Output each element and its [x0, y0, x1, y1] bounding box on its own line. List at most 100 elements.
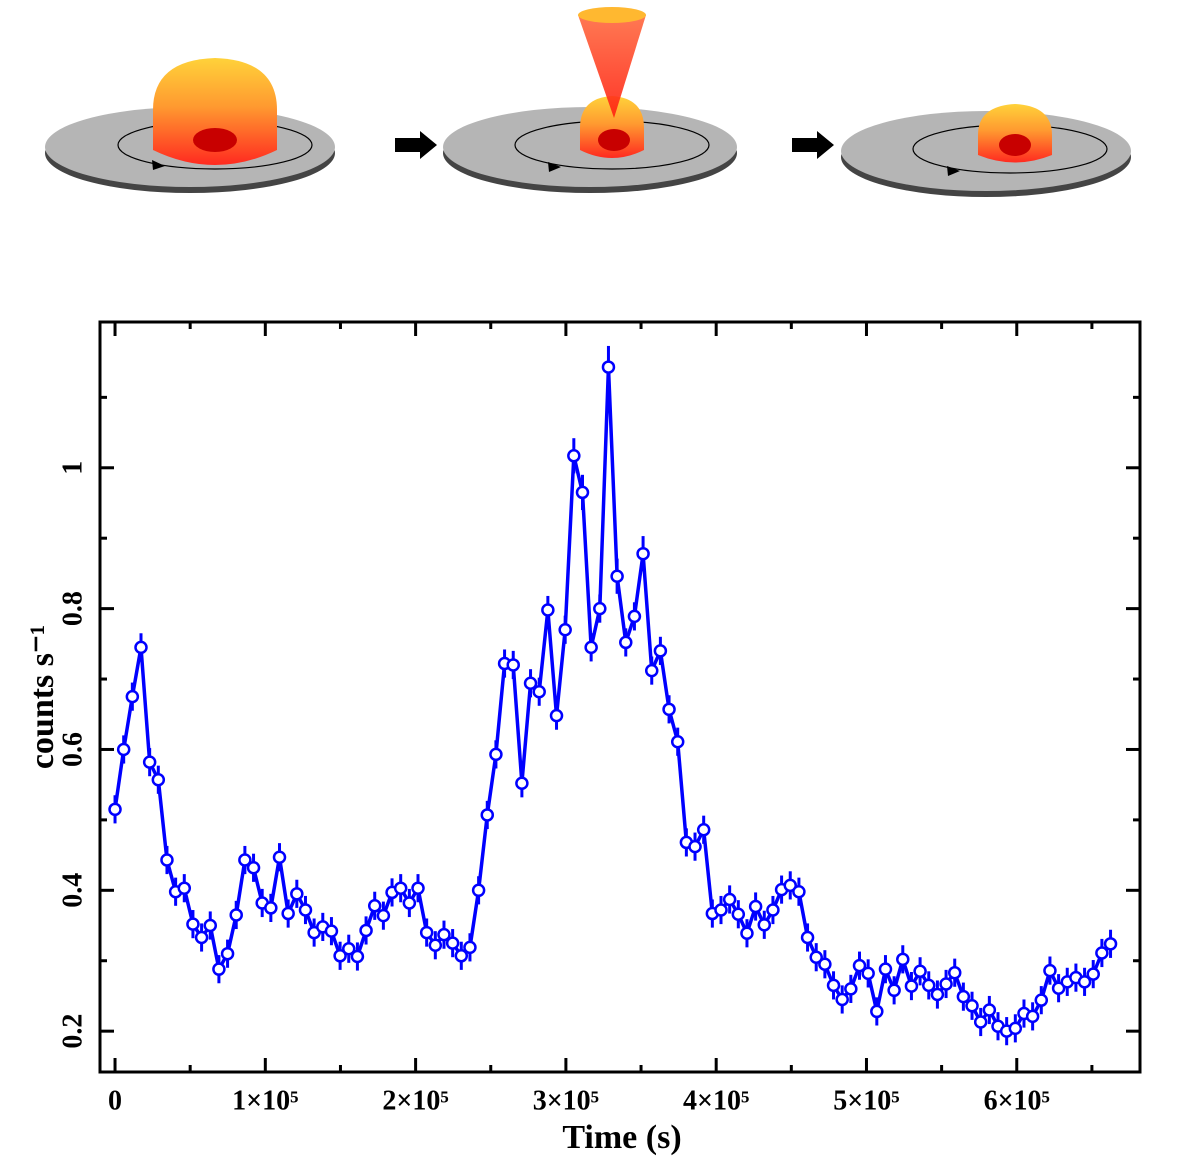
data-point	[238, 853, 252, 867]
data-point	[151, 772, 166, 787]
data-point	[463, 940, 477, 955]
x-tick-label: 1×10⁵	[232, 1085, 298, 1116]
data-point	[818, 957, 832, 972]
data-point	[350, 949, 365, 964]
data-point	[194, 930, 209, 945]
data-point	[636, 546, 650, 561]
y-tick-label: 0.2	[57, 1014, 88, 1049]
y-tick-label: 0.6	[57, 732, 88, 767]
data-point	[670, 734, 685, 749]
data-point	[359, 923, 373, 938]
data-point	[748, 899, 763, 914]
x-tick-label: 2×10⁵	[382, 1085, 448, 1116]
corona	[978, 104, 1052, 163]
data-point	[515, 776, 529, 791]
data-point	[601, 360, 616, 374]
data-point	[714, 903, 728, 917]
data-point	[480, 808, 495, 822]
data-point	[411, 881, 425, 895]
data-point	[653, 644, 668, 658]
data-point	[835, 992, 849, 1007]
data-point	[870, 1004, 884, 1019]
core	[193, 128, 237, 152]
orbit-arrow	[548, 162, 561, 172]
data-point	[887, 983, 901, 998]
y-tick-label: 0.8	[57, 591, 88, 626]
data-point	[186, 917, 200, 931]
corona	[153, 58, 277, 165]
data-point	[298, 903, 313, 917]
data-point	[272, 850, 287, 864]
data-point	[324, 924, 339, 938]
data-point	[419, 925, 434, 940]
y-tick-label: 0.4	[57, 873, 88, 908]
data-point	[584, 640, 598, 655]
data-point	[593, 601, 607, 616]
data-point	[913, 964, 927, 979]
data-point	[134, 640, 148, 655]
data-point	[454, 949, 469, 963]
data-point	[1043, 963, 1057, 978]
data-point	[757, 918, 772, 932]
data-point	[904, 979, 919, 993]
data-point	[125, 689, 140, 704]
jet	[578, 15, 646, 118]
data-point	[333, 949, 347, 963]
data-point	[792, 884, 806, 899]
data-point	[246, 861, 261, 875]
data-point	[1103, 937, 1118, 951]
data-point	[696, 822, 711, 837]
data-point	[506, 658, 520, 672]
data-point	[800, 930, 815, 945]
data-point	[290, 887, 304, 901]
data-point	[1086, 967, 1100, 981]
data-point	[644, 663, 659, 678]
y-tick-label: 1	[57, 461, 88, 475]
data-point	[619, 635, 633, 650]
data-point	[826, 978, 841, 993]
data-point	[627, 609, 642, 624]
x-tick-label: 0	[108, 1085, 122, 1116]
data-point	[610, 569, 624, 583]
data-point	[947, 965, 962, 980]
y-axis-label: counts s⁻¹	[24, 625, 61, 769]
data-point	[740, 926, 754, 941]
data-point	[367, 899, 382, 913]
data-point	[930, 987, 945, 1002]
schematic	[45, 7, 1131, 197]
data-point	[1051, 981, 1066, 995]
data-point	[445, 936, 460, 950]
data-point	[1077, 975, 1092, 989]
arrow	[395, 131, 437, 159]
orbit-arrow	[152, 160, 165, 170]
x-tick-label: 4×10⁵	[683, 1085, 749, 1116]
x-tick-label: 3×10⁵	[533, 1085, 599, 1116]
data-point	[203, 918, 218, 933]
data-point	[922, 978, 936, 993]
data-point	[402, 896, 417, 910]
data-point	[1095, 946, 1109, 960]
data-point	[342, 942, 356, 956]
data-point	[956, 989, 971, 1004]
data-point	[220, 946, 235, 961]
data-point	[558, 622, 572, 637]
data-point	[264, 901, 278, 915]
data-point	[142, 755, 157, 769]
data-point	[567, 449, 581, 463]
data-point	[965, 999, 979, 1013]
data-point	[1034, 993, 1049, 1007]
data-point	[523, 676, 538, 691]
data-point	[731, 907, 746, 922]
x-tick-label: 6×10⁵	[984, 1085, 1050, 1116]
data-point	[575, 485, 590, 500]
data-point	[878, 962, 893, 976]
data-point	[281, 906, 295, 921]
core	[598, 129, 630, 151]
data-point	[844, 982, 858, 996]
data-point	[489, 747, 503, 762]
data-point	[662, 702, 676, 717]
data-point	[722, 892, 737, 907]
data-point	[212, 962, 226, 976]
data-point	[809, 950, 823, 964]
